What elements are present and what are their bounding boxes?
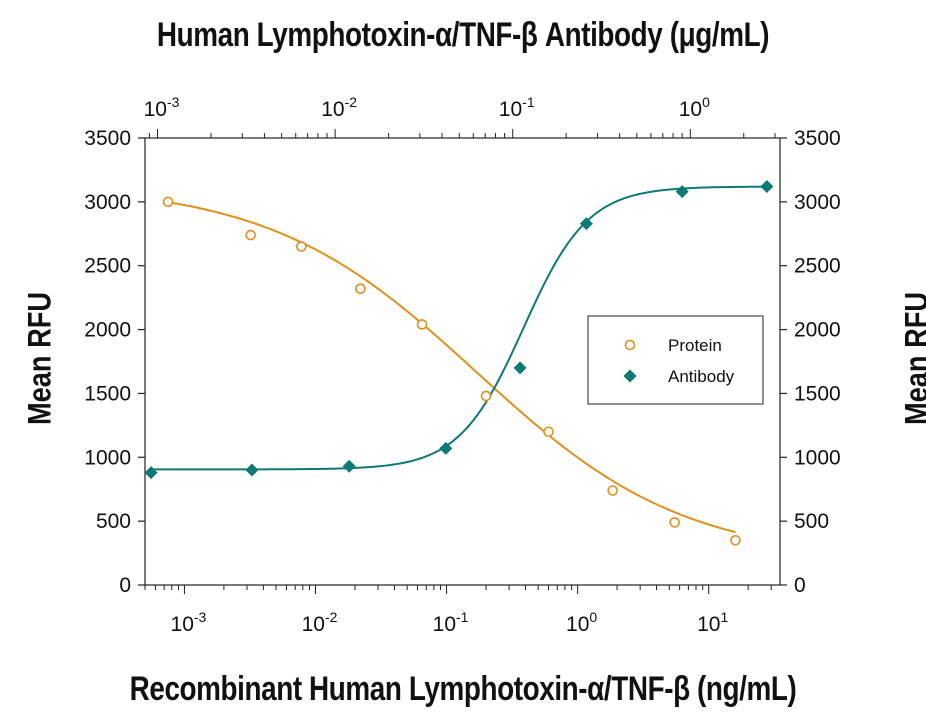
legend-antibody-marker (623, 369, 637, 383)
antibody-data-point (342, 459, 356, 473)
right-y-tick-label: 500 (794, 510, 829, 533)
top-x-tick-label: 10-3 (144, 94, 180, 121)
left-y-tick-label: 1500 (84, 382, 131, 405)
protein-data-point (245, 229, 256, 241)
left-y-tick-label: 0 (119, 574, 131, 597)
antibody-data-point (579, 217, 593, 231)
bottom-x-tick-label: 10-1 (433, 609, 469, 636)
top-x-tick-label: 100 (679, 94, 710, 121)
legend-box (587, 315, 764, 405)
antibody-data-point (675, 185, 689, 199)
legend: Protein Antibody (587, 315, 764, 405)
left-y-tick-label: 2000 (84, 319, 131, 342)
right-y-tick-label: 2500 (794, 255, 841, 278)
protein-data-point (543, 426, 554, 438)
bottom-x-tick-label: 10-2 (302, 609, 338, 636)
bottom-x-tick-label: 100 (566, 609, 597, 636)
right-y-tick-label: 0 (794, 574, 806, 597)
plot-frame (144, 137, 781, 586)
right-y-tick-label: 1000 (794, 446, 841, 469)
antibody-data-point (760, 180, 774, 194)
protein-data-point (607, 485, 618, 496)
left-y-tick-label: 2500 (84, 255, 131, 278)
left-y-tick-label: 3500 (84, 127, 131, 150)
legend-protein-label: Protein (668, 336, 722, 355)
top-axis-title: Human Lymphotoxin-α/TNF-β Antibody (μg/m… (156, 16, 770, 54)
left-y-tick-label: 3000 (84, 191, 131, 214)
axis-ticks: 0 0 500 500 1000 1000 1500 1500 2000 2000 2500 2500… (84, 94, 840, 636)
protein-fit-curve (167, 201, 736, 534)
bottom-x-tick-label: 10-3 (171, 609, 207, 636)
protein-data-point (355, 283, 366, 295)
antibody-data-point (144, 466, 158, 480)
bottom-axis-title: Recombinant Human Lymphotoxin-α/TNF-β (n… (129, 670, 797, 708)
protein-data-point (730, 534, 741, 546)
antibody-data-point (439, 441, 453, 455)
protein-data-point (162, 196, 174, 208)
protein-data-point (416, 319, 428, 330)
bottom-x-tick-label: 101 (697, 609, 728, 636)
legend-protein-marker (624, 339, 636, 351)
antibody-data-point (513, 361, 527, 375)
protein-data-point (669, 517, 680, 528)
left-y-tick-label: 1000 (84, 446, 131, 469)
antibody-data-point (245, 463, 259, 477)
left-y-tick-label: 500 (96, 510, 131, 533)
protein-data-point (296, 241, 307, 252)
top-x-tick-label: 10-2 (321, 94, 357, 121)
top-x-tick-label: 10-1 (499, 94, 535, 121)
right-y-tick-label: 3000 (794, 191, 841, 214)
protein-data-point (480, 390, 492, 402)
right-y-tick-label: 3500 (794, 127, 841, 150)
data-points (144, 180, 774, 546)
right-y-tick-label: 2000 (794, 319, 841, 342)
right-y-tick-label: 1500 (794, 382, 841, 405)
legend-antibody-label: Antibody (668, 367, 735, 386)
